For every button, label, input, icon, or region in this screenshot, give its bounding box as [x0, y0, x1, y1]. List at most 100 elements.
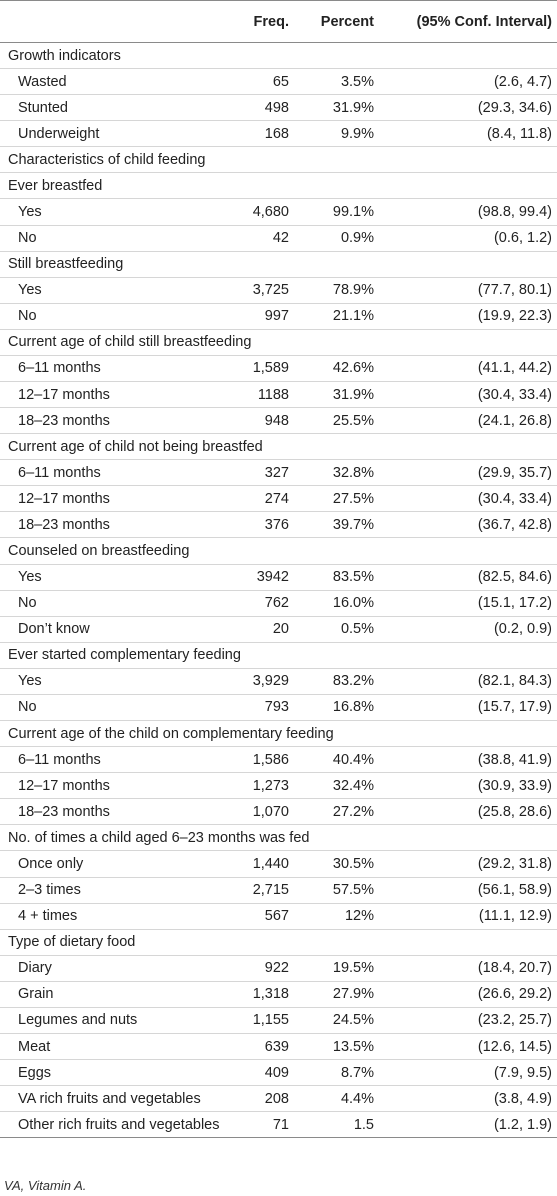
- row-percent: 0.5%: [340, 621, 374, 638]
- table-row: 2–3 times 2,715 57.5% (56.1, 58.9): [0, 878, 557, 904]
- row-ci: (56.1, 58.9): [477, 882, 552, 899]
- row-ci: (15.7, 17.9): [477, 699, 552, 716]
- row-percent: 83.2%: [332, 673, 374, 690]
- row-ci: (82.5, 84.6): [477, 569, 552, 586]
- row-percent: 57.5%: [332, 882, 374, 899]
- row-freq: 1,070: [252, 803, 289, 820]
- row-ci: (25.8, 28.6): [477, 803, 552, 820]
- row-ci: (98.8, 99.4): [477, 204, 552, 220]
- row-label: VA rich fruits and vegetables: [18, 1090, 201, 1107]
- row-ci: (23.2, 25.7): [477, 1012, 552, 1029]
- table-row: Wasted 65 3.5% (2.6, 4.7): [0, 69, 557, 96]
- table-row: 18–23 months 376 39.7% (36.7, 42.8): [0, 512, 557, 539]
- row-label: No: [18, 230, 37, 247]
- table-row: Yes 3942 83.5% (82.5, 84.6): [0, 565, 557, 591]
- row-freq: 274: [264, 490, 289, 507]
- row-ci: (3.8, 4.9): [493, 1090, 552, 1107]
- row-freq: 1,273: [252, 777, 289, 794]
- table-header: Freq. Percent (95% Conf. Interval): [0, 1, 557, 43]
- row-freq: 1,440: [252, 855, 289, 872]
- row-ci: (29.3, 34.6): [477, 99, 552, 116]
- row-label: 18–23 months: [18, 516, 110, 533]
- table-row: VA rich fruits and vegetables 208 4.4% (3.8…: [0, 1086, 557, 1113]
- table-row: Other rich fruits and vegetables 71 1.5 (1.…: [0, 1112, 557, 1139]
- row-freq: 639: [264, 1038, 289, 1055]
- row-ci: (18.4, 20.7): [477, 960, 552, 977]
- row-percent: 40.4%: [332, 751, 374, 768]
- section-header-row: No. of times a child aged 6–23 months wa…: [0, 825, 557, 852]
- row-percent: 83.5%: [332, 569, 374, 586]
- row-label: Type of dietary food: [8, 934, 136, 951]
- table-row: 6–11 months 327 32.8% (29.9, 35.7): [0, 460, 557, 487]
- table-top-rule: [0, 0, 557, 1]
- row-freq: 376: [264, 516, 289, 533]
- row-percent: 19.5%: [332, 960, 374, 977]
- row-percent: 42.6%: [332, 360, 374, 377]
- row-percent: 24.5%: [332, 1012, 374, 1029]
- row-ci: (30.4, 33.4): [477, 490, 552, 507]
- table-row: Grain 1,318 27.9% (26.6, 29.2): [0, 982, 557, 1008]
- row-freq: 922: [264, 960, 289, 977]
- table-row: Stunted 498 31.9% (29.3, 34.6): [0, 95, 557, 122]
- row-ci: (36.7, 42.8): [477, 516, 552, 533]
- row-label: Current age of child not being breastfed: [8, 438, 263, 455]
- table-row: 18–23 months 948 25.5% (24.1, 26.8): [0, 408, 557, 435]
- row-label: Yes: [18, 282, 42, 299]
- row-freq: 409: [264, 1064, 289, 1081]
- row-ci: (19.9, 22.3): [477, 308, 552, 325]
- row-label: Once only: [18, 855, 84, 872]
- row-percent: 27.2%: [332, 803, 374, 820]
- row-freq: 42: [272, 230, 289, 247]
- row-ci: (41.1, 44.2): [477, 360, 552, 377]
- row-label: Other rich fruits and vegetables: [18, 1116, 220, 1133]
- row-percent: 25.5%: [332, 412, 374, 429]
- section-header-row: Type of dietary food: [0, 930, 557, 956]
- row-ci: (0.6, 1.2): [493, 230, 552, 247]
- row-label: Grain: [18, 986, 54, 1003]
- row-label: 6–11 months: [18, 360, 101, 377]
- row-freq: 1,318: [252, 986, 289, 1003]
- row-label: Ever breastfed: [8, 177, 103, 194]
- row-label: Ever started complementary feeding: [8, 647, 241, 664]
- row-freq: 65: [272, 73, 289, 90]
- row-label: 6–11 months: [18, 464, 101, 481]
- row-freq: 1,155: [252, 1012, 289, 1029]
- table-row: Yes 3,929 83.2% (82.1, 84.3): [0, 669, 557, 695]
- row-label: Stunted: [18, 99, 68, 116]
- row-label: Growth indicators: [8, 47, 121, 64]
- row-label: 12–17 months: [18, 386, 110, 403]
- table-row: 12–17 months 1188 31.9% (30.4, 33.4): [0, 382, 557, 409]
- row-percent: 4.4%: [340, 1090, 374, 1107]
- row-label: No: [18, 699, 37, 716]
- row-percent: 13.5%: [332, 1038, 374, 1055]
- row-label: 12–17 months: [18, 777, 110, 794]
- row-percent: 3.5%: [340, 73, 374, 90]
- row-freq: 327: [264, 464, 289, 481]
- row-ci: (30.9, 33.9): [477, 777, 552, 794]
- row-ci: (38.8, 41.9): [477, 751, 552, 768]
- row-percent: 32.4%: [332, 777, 374, 794]
- table-row: Meat 639 13.5% (12.6, 14.5): [0, 1034, 557, 1061]
- row-label: Diary: [18, 960, 52, 977]
- table-row: 12–17 months 1,273 32.4% (30.9, 33.9): [0, 773, 557, 800]
- section-header-row: Ever breastfed: [0, 173, 557, 200]
- row-freq: 168: [264, 125, 289, 142]
- table-row: Yes 3,725 78.9% (77.7, 80.1): [0, 278, 557, 304]
- table-row: Underweight 168 9.9% (8.4, 11.8): [0, 121, 557, 148]
- header-ci: (95% Conf. Interval): [416, 13, 552, 30]
- row-label: Counseled on breastfeeding: [8, 543, 190, 560]
- row-percent: 1.5: [353, 1116, 374, 1133]
- row-label: 4 + times: [18, 908, 78, 925]
- section-header-row: Current age of child still breastfeeding: [0, 330, 557, 356]
- row-ci: (29.9, 35.7): [477, 464, 552, 481]
- row-ci: (15.1, 17.2): [477, 595, 552, 612]
- row-freq: 997: [264, 308, 289, 325]
- table-row: Once only 1,440 30.5% (29.2, 31.8): [0, 851, 557, 878]
- table-row: 6–11 months 1,589 42.6% (41.1, 44.2): [0, 356, 557, 383]
- row-freq: 1,589: [252, 360, 289, 377]
- row-freq: 3,929: [252, 673, 289, 690]
- header-percent: Percent: [320, 13, 374, 30]
- table-footnote: VA, Vitamin A.: [4, 1178, 87, 1193]
- row-ci: (7.9, 9.5): [493, 1064, 552, 1081]
- row-freq: 3942: [256, 569, 289, 586]
